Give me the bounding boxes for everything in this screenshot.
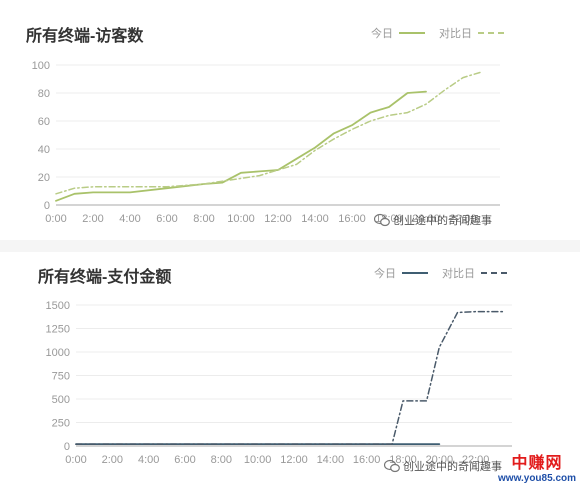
x-tick-label: 18:00 xyxy=(389,454,417,466)
y-tick-label: 60 xyxy=(38,116,50,128)
x-tick-label: 20:00 xyxy=(412,213,440,225)
watermark-visitors: 创业途中的奇闻趣事 xyxy=(374,212,492,228)
x-tick-label: 8:00 xyxy=(211,454,232,466)
x-tick-label: 4:00 xyxy=(119,213,140,225)
y-tick-label: 20 xyxy=(38,172,50,184)
legend-item-compare[interactable]: 对比日 xyxy=(439,25,504,41)
x-tick-label: 22:00 xyxy=(462,454,490,466)
legend-label-today: 今日 xyxy=(374,268,396,280)
payment-panel: 所有终端-支付金额 今日 对比日 0 250 500 750 1000 1250 1500 0… xyxy=(0,252,580,487)
y-tick-label: 1500 xyxy=(46,300,70,312)
y-tick-label: 1250 xyxy=(46,324,70,336)
chart-title-visitors: 所有终端-访客数 xyxy=(26,28,144,45)
legend-swatch-compare xyxy=(478,32,504,34)
panel-separator xyxy=(0,240,580,252)
series-line-today xyxy=(55,90,427,202)
legend-item-compare[interactable]: 对比日 xyxy=(442,265,507,281)
x-tick-label: 2:00 xyxy=(102,454,123,466)
y-tick-label: 100 xyxy=(32,60,50,72)
x-tick-label: 10:00 xyxy=(244,454,272,466)
x-tick-label: 14:00 xyxy=(301,213,329,225)
visitors-chart: 0 20 40 60 80 100 0:00 2:00 4:00 6:00 8:00 10:00 12:… xyxy=(32,60,500,225)
visitors-panel: 所有终端-访客数 今日 对比日 0 20 40 60 80 100 0:00 2:00 4:00… xyxy=(0,0,580,240)
x-tick-label: 16:00 xyxy=(338,213,366,225)
x-tick-label: 6:00 xyxy=(156,213,177,225)
x-tick-label: 22:00 xyxy=(449,213,477,225)
chart-title-payment: 所有终端-支付金额 xyxy=(38,269,172,286)
y-tick-label: 1000 xyxy=(46,347,70,359)
legend-label-compare: 对比日 xyxy=(442,268,475,280)
watermark-payment: 创业途中的奇闻趣事 xyxy=(384,458,502,474)
legend-label-today: 今日 xyxy=(371,28,393,40)
y-tick-label: 0 xyxy=(64,441,70,453)
series-line-compare xyxy=(55,71,483,195)
x-tick-label: 2:00 xyxy=(82,213,103,225)
watermark-text: 创业途中的奇闻趣事 xyxy=(403,461,502,473)
x-tick-label: 0:00 xyxy=(45,213,66,225)
y-tick-label: 750 xyxy=(52,371,70,383)
x-tick-label: 4:00 xyxy=(138,454,159,466)
legend-swatch-compare xyxy=(481,272,507,274)
y-tick-label: 40 xyxy=(38,144,50,156)
y-tick-label: 80 xyxy=(38,88,50,100)
x-tick-label: 14:00 xyxy=(317,454,345,466)
x-tick-label: 10:00 xyxy=(227,213,255,225)
y-tick-label: 250 xyxy=(52,418,70,430)
x-tick-label: 16:00 xyxy=(353,454,381,466)
legend-item-today[interactable]: 今日 xyxy=(371,25,425,41)
x-tick-label: 12:00 xyxy=(280,454,308,466)
legend-item-today[interactable]: 今日 xyxy=(374,265,428,281)
x-tick-label: 12:00 xyxy=(264,213,292,225)
payment-chart: 0 250 500 750 1000 1250 1500 0:00 2:00 4:00 6:00 8:… xyxy=(46,300,512,466)
x-tick-label: 20:00 xyxy=(426,454,454,466)
legend-swatch-today xyxy=(399,32,425,34)
y-tick-label: 0 xyxy=(44,200,50,212)
legend-label-compare: 对比日 xyxy=(439,28,472,40)
site-url: www.you85.com xyxy=(498,473,576,484)
y-tick-label: 500 xyxy=(52,394,70,406)
x-tick-label: 6:00 xyxy=(174,454,195,466)
site-name: 中赚网 xyxy=(511,455,563,472)
x-tick-label: 8:00 xyxy=(193,213,214,225)
wechat-icon xyxy=(374,213,390,227)
site-logo: 中赚网 www.you85.com xyxy=(498,455,576,485)
wechat-icon xyxy=(384,459,400,473)
x-tick-label: 0:00 xyxy=(65,454,86,466)
legend-swatch-today xyxy=(402,272,428,274)
legend-payment: 今日 对比日 xyxy=(374,265,507,281)
watermark-text: 创业途中的奇闻趣事 xyxy=(393,215,492,227)
legend-visitors: 今日 对比日 xyxy=(371,25,504,41)
series-line-compare xyxy=(75,310,504,445)
